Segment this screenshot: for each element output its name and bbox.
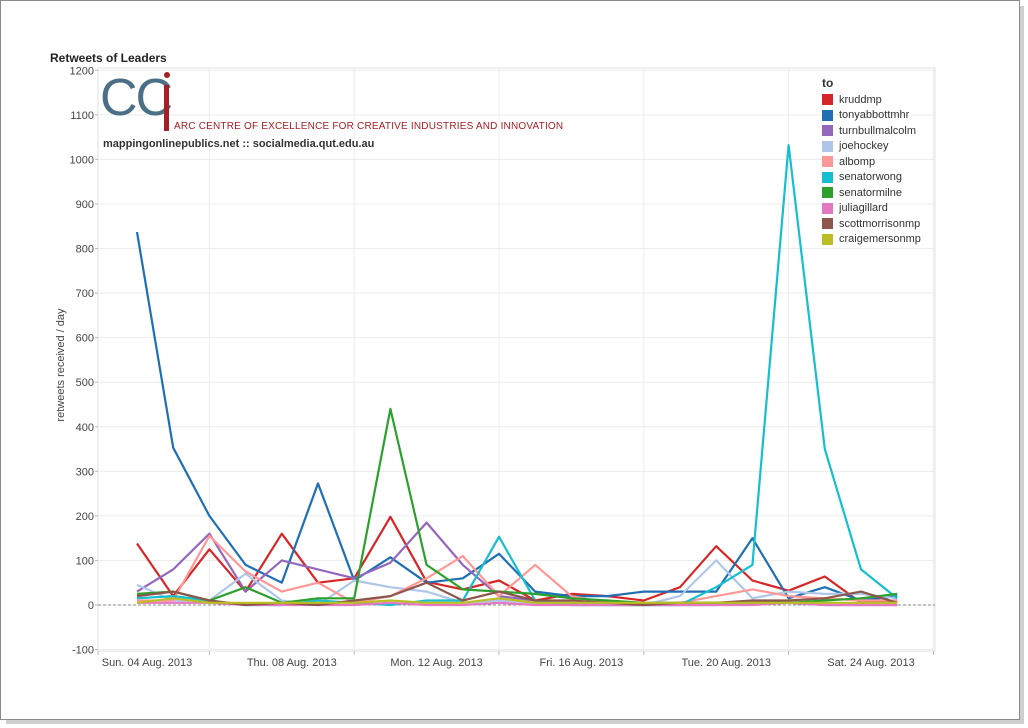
series-line-senatorwong — [136, 144, 898, 607]
frame-shadow-right — [1020, 6, 1024, 724]
legend-item-kruddmp: kruddmp — [822, 92, 921, 108]
grid-layer — [97, 67, 936, 652]
y-tick-label: 700 — [76, 288, 94, 300]
y-tick-label: 0 — [88, 600, 94, 612]
y-tick-label: 500 — [76, 377, 94, 389]
series-line-tonyabbottmhr — [135, 231, 898, 602]
legend-swatch — [822, 202, 833, 214]
legend-label: scottmorrisonmp — [839, 217, 921, 230]
series-line-albomp — [137, 534, 898, 604]
legend-label: joehockey — [839, 140, 889, 153]
logo-subtitle: ARC CENTRE OF EXCELLENCE FOR CREATIVE IN… — [174, 121, 564, 132]
y-tick-label: 1000 — [70, 154, 94, 166]
legend-swatch — [822, 187, 833, 199]
x-tick-label: Sun. 04 Aug. 2013 — [102, 657, 193, 669]
legend-item-scottmorrisonmp: scottmorrisonmp — [822, 216, 921, 232]
series-layer — [135, 144, 898, 607]
legend-swatch — [822, 125, 833, 137]
legend-swatch — [822, 156, 833, 168]
legend-item-craigemersonmp: craigemersonmp — [822, 232, 921, 248]
chart-title: Retweets of Leaders — [50, 51, 167, 65]
logo-url: mappingonlinepublics.net :: socialmedia.… — [103, 138, 375, 150]
legend-swatch — [822, 233, 833, 245]
x-tick-label: Fri. 16 Aug. 2013 — [540, 657, 624, 669]
legend-item-joehockey: joehockey — [822, 139, 921, 155]
x-tick-label: Mon. 12 Aug. 2013 — [390, 657, 482, 669]
logo-bar — [164, 85, 169, 131]
legend-swatch — [822, 94, 833, 106]
plot-area — [97, 67, 936, 652]
legend-label: juliagillard — [839, 202, 888, 215]
y-tick-label: 1200 — [70, 65, 94, 77]
series-line-turnbullmalcolm — [136, 521, 898, 607]
y-tick-label: 100 — [76, 555, 94, 567]
y-tick-label: 400 — [76, 422, 94, 434]
legend-label: craigemersonmp — [839, 233, 921, 246]
legend-item-tonyabbottmhr: tonyabbottmhr — [822, 108, 921, 124]
y-tick-label: 900 — [76, 199, 94, 211]
frame-shadow-bottom — [6, 720, 1024, 724]
y-tick-label: 1100 — [70, 110, 94, 122]
legend-swatch — [822, 218, 833, 230]
y-tick-label: 300 — [76, 466, 94, 478]
legend-item-senatormilne: senatormilne — [822, 185, 921, 201]
legend-item-senatorwong: senatorwong — [822, 170, 921, 186]
legend-swatch — [822, 140, 833, 152]
logo-dot — [164, 72, 170, 78]
legend-items: kruddmp tonyabbottmhr turnbullmalcolm joeho… — [822, 92, 921, 247]
legend-label: albomp — [839, 155, 876, 168]
y-tick-label: 200 — [76, 511, 94, 523]
axis-layer: -100 0 100 200 300 400 500 600 700 800 900 1000 1100… — [70, 65, 935, 669]
x-tick-label: Sat. 24 Aug. 2013 — [827, 657, 914, 669]
legend-label: turnbullmalcolm — [839, 124, 917, 137]
legend-swatch — [822, 109, 833, 121]
y-tick-label: 800 — [76, 244, 94, 256]
y-tick-label: -100 — [72, 645, 94, 657]
legend-swatch — [822, 171, 833, 183]
series-line-scottmorrisonmp — [136, 581, 898, 607]
legend-item-turnbullmalcolm: turnbullmalcolm — [822, 123, 921, 139]
series-line-kruddmp — [136, 515, 898, 604]
logo-letters: CC — [100, 69, 173, 127]
legend-item-juliagillard: juliagillard — [822, 201, 921, 217]
x-tick-label: Thu. 08 Aug. 2013 — [247, 657, 337, 669]
series-line-craigemersonmp — [136, 597, 898, 604]
legend-label: tonyabbottmhr — [839, 109, 910, 122]
legend-label: kruddmp — [839, 93, 882, 106]
legend-title: to — [822, 76, 834, 90]
x-tick-label: Tue. 20 Aug. 2013 — [681, 657, 771, 669]
legend-item-albomp: albomp — [822, 154, 921, 170]
y-tick-label: 600 — [76, 333, 94, 345]
legend: to kruddmp tonyabbottmhr turnbullmalcolm jo… — [822, 76, 921, 247]
legend-label: senatorwong — [839, 171, 902, 184]
legend-label: senatormilne — [839, 186, 902, 199]
y-axis-label: retweets received / day — [55, 308, 67, 422]
